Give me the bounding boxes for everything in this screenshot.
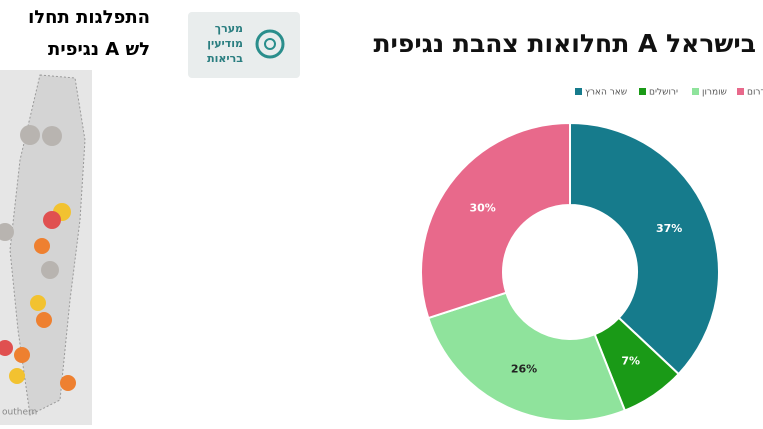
legend-label: שאר הארץ [585,88,627,98]
legend-swatch [692,88,699,95]
legend-swatch [737,88,744,95]
map-dot [14,347,30,363]
map-dot [30,295,46,311]
map-dot [34,238,50,254]
donut-slice [427,291,627,422]
data-label: 37% [656,222,682,235]
logo-text: מודיעין [207,37,243,50]
logo-text: מערך [215,22,243,35]
legend-swatch [575,88,582,95]
data-label: 26% [511,363,537,376]
map-dot [20,125,40,145]
map-dot [42,126,62,146]
map-dot [43,211,61,229]
map-label: outhern [2,408,37,418]
map-dot [41,261,59,279]
map-dot [9,368,25,384]
chart-title: תחלואות צהבת נגיפית A בישראל [373,29,756,58]
logo-box [188,12,300,78]
logo: מערך מודיעין בריאות [188,12,300,78]
donut-slice [420,121,571,320]
data-label: 7% [621,354,640,367]
side-title: התפלגות תחלו [28,7,150,28]
legend-label: ירושלים [649,88,678,98]
map-dot [60,375,76,391]
map-dot [36,312,52,328]
legend-label: דרום [747,88,763,98]
side-title: נגיפית A לש [48,39,150,60]
map-dot [0,223,14,241]
donut-slice [569,121,720,376]
map-dot [0,340,13,356]
legend-label: שומרון [702,88,727,98]
data-label: 30% [469,202,495,215]
legend-swatch [639,88,646,95]
logo-icon [264,38,276,50]
logo-icon [255,29,285,59]
map: outhern [0,70,92,425]
logo-text: בריאות [207,52,243,65]
